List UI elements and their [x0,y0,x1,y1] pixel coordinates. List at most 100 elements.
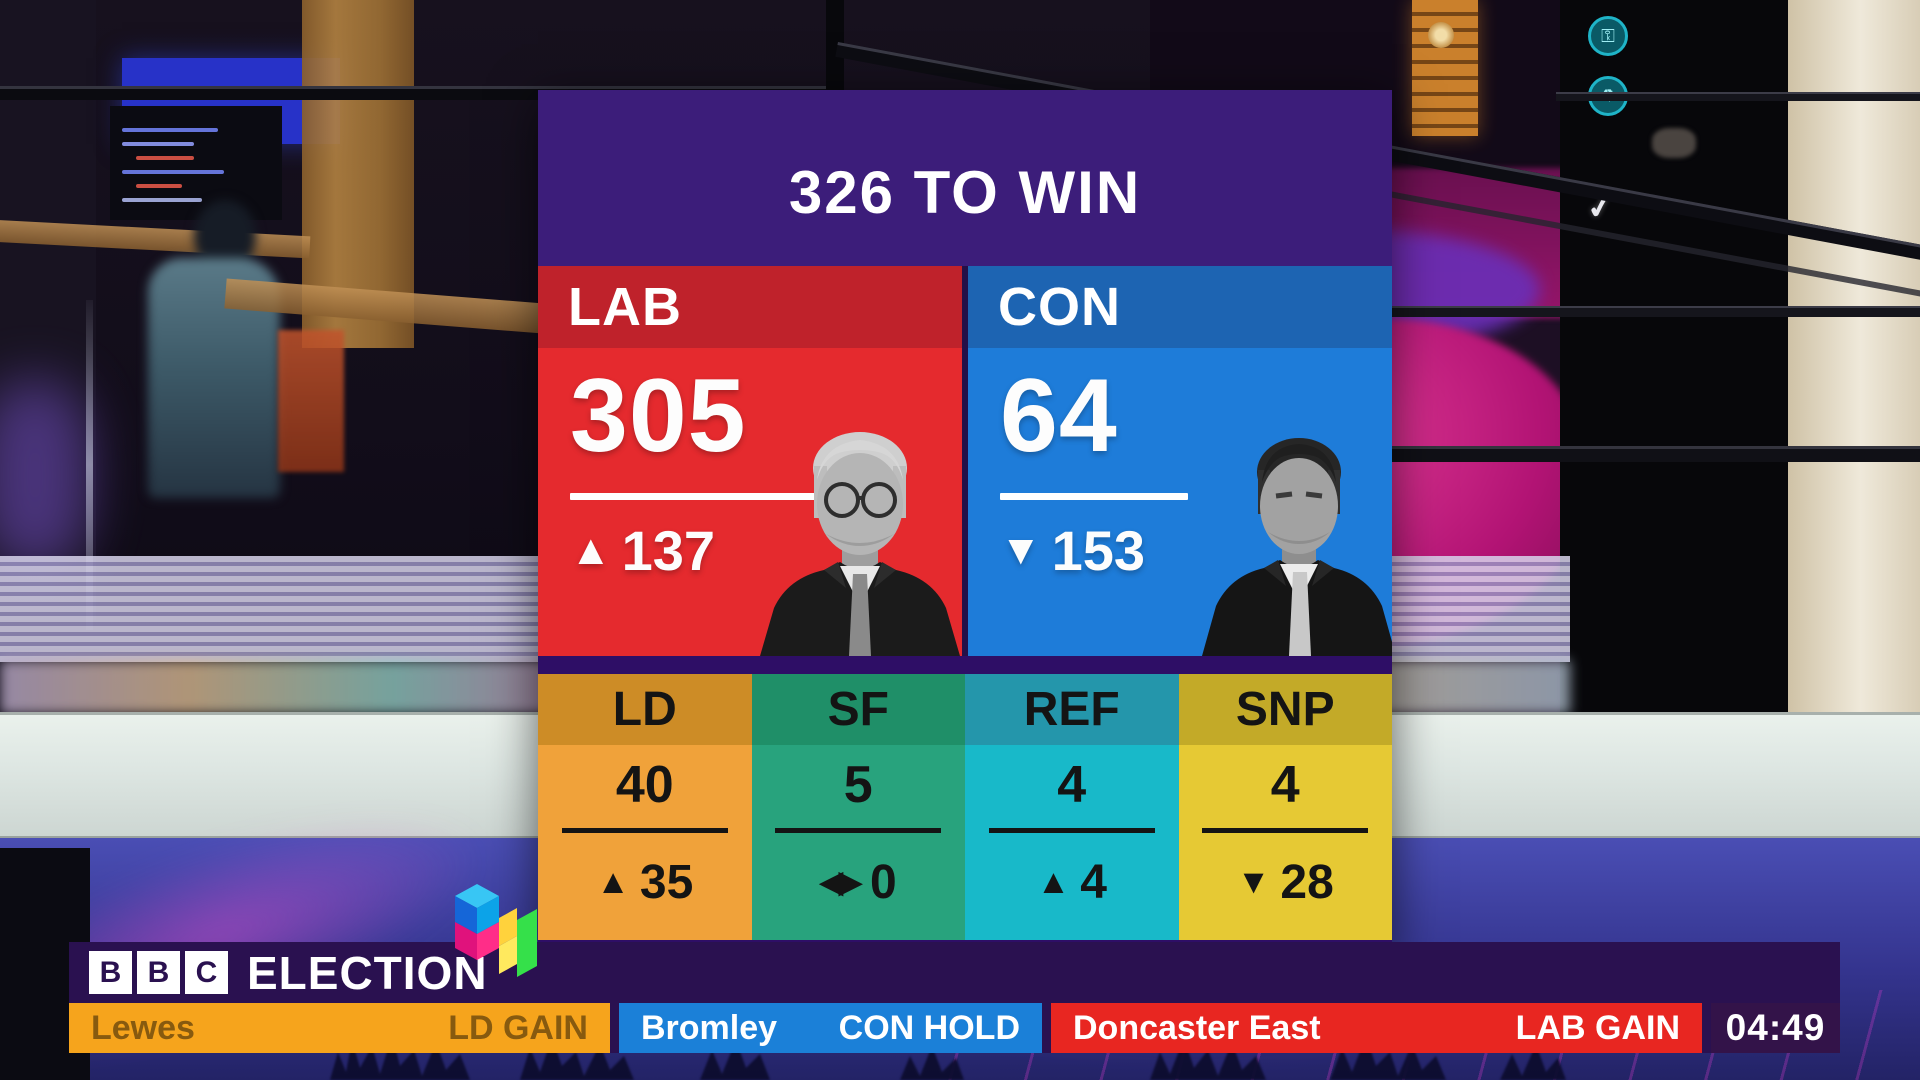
sinnfein-seat-count: 5 [843,756,873,814]
libdem-seat-count: 40 [615,756,674,814]
sinnfein-no-change-icon: ◀▶ [819,866,862,900]
rishi-sunak-photo [1202,438,1392,656]
reform-code-label: REF [1023,683,1120,736]
result-strips-row: Lewes LD GAIN Bromley CON HOLD Doncaster… [69,1003,1840,1053]
labour-seat-change: ▲ 137 [570,518,962,583]
snp-seat-change: ▼ 28 [1237,855,1334,910]
libdem-seat-change: ▲ 35 [596,855,693,910]
glass-mullion [826,0,844,92]
code-text-line [122,128,218,132]
keir-starmer-photo [760,432,960,656]
labour-panel: LAB [538,266,962,656]
libdem-up-arrow-icon: ▲ [596,863,630,902]
reform-change-value: 4 [1080,856,1107,910]
sinnfein-header: SF [751,674,965,745]
snp-header: SNP [1178,674,1392,745]
bbc-election-brand: B B C ELECTION [69,942,488,1003]
sinnfein-change-value: 0 [869,856,897,910]
reform-header: REF [965,674,1179,745]
studio-camera [1652,128,1696,158]
big-ben-clock-face [1428,22,1454,48]
sinnfein-divider-line [775,828,942,834]
panel-gap-strip [538,656,1392,674]
balcony-rail [1392,446,1920,462]
conservative-header: CON [968,266,1392,348]
labour-code-label: LAB [568,277,682,337]
strip-gap [610,1003,619,1053]
seats-to-win-banner: 326 TO WIN [538,90,1392,266]
studio-dark-panel [1560,0,1790,748]
code-text-line [136,184,182,188]
conservative-body: 64 ▼ 153 [968,348,1392,656]
code-text-line [122,170,224,174]
balcony-rail [1392,306,1920,317]
snp-change-value: 28 [1280,856,1334,910]
clock-time: 04:49 [1725,1007,1826,1048]
presenter-silhouette [142,200,287,498]
result-outcome: LD GAIN [448,1008,588,1047]
sinnfein-seat-change: ◀▶ 0 [820,855,897,910]
round-badge-icon: ⚿ [1588,16,1628,56]
libdem-change-value: 35 [639,856,694,910]
snp-divider-line [1202,828,1369,834]
labour-up-arrow-icon: ▲ [570,526,612,574]
orange-poster [278,330,344,472]
background-code-monitor [110,106,282,220]
snp-body: 4 ▼ 28 [1178,745,1392,940]
panel-divider [962,266,968,656]
reform-up-arrow-icon: ▲ [1036,863,1071,902]
constituency-name: Doncaster East [1073,1008,1321,1047]
labour-body: 305 ▲ 137 [538,348,962,656]
broadcast-clock: 04:49 [1711,1003,1840,1053]
election-cube-logo-icon [455,884,537,977]
result-outcome: LAB GAIN [1515,1008,1680,1047]
labour-seat-count: 305 [570,358,747,474]
result-strip-lab-gain: Doncaster East LAB GAIN [1051,1003,1702,1053]
balcony-rail [1556,92,1920,101]
election-wordmark: ELECTION [247,946,488,999]
sinnfein-body: 5 ◀▶ 0 [751,745,965,940]
conservative-down-arrow-icon: ▼ [1000,526,1042,574]
snp-down-arrow-icon: ▼ [1236,863,1271,902]
conservative-code-label: CON [998,277,1121,337]
libdem-header: LD [538,674,752,745]
labour-divider-line [570,492,838,500]
reform-seat-change: ▲ 4 [1037,855,1107,910]
code-text-line [122,198,202,202]
westminster-skyline-silhouette [330,1036,1566,1080]
conservative-divider-line [1000,492,1188,500]
libdem-code-label: LD [612,683,677,736]
conservative-panel: CON [968,266,1392,656]
election-scoreboard: 326 TO WIN LAB [538,90,1392,952]
conservative-change-value: 153 [1051,518,1146,582]
result-strip-ld-gain: Lewes LD GAIN [69,1003,610,1053]
purple-light-glow [0,380,90,570]
snp-code-label: SNP [1235,683,1335,736]
conservative-seat-count: 64 [1000,358,1118,474]
bbc-logo-block: B [137,951,180,994]
code-text-line [122,142,194,146]
code-text-line [136,156,194,160]
result-outcome: CON HOLD [838,1008,1020,1047]
minor-parties-header-row: LD SF REF SNP [538,674,1392,745]
minor-parties-body-row: 40 ▲ 35 5 ◀▶ 0 4 ▲ 4 [538,745,1392,940]
reform-divider-line [988,828,1155,834]
reform-seat-count: 4 [1057,756,1087,814]
seats-to-win-label: 326 TO WIN [788,158,1142,226]
result-strip-con-hold: Bromley CON HOLD [619,1003,1042,1053]
labour-change-value: 137 [621,518,716,582]
conservative-seat-change: ▼ 153 [1000,518,1392,583]
results-ticker: B B C ELECTION Lewes LD GAIN Bromley CON… [69,884,1840,1053]
libdem-body: 40 ▲ 35 [538,745,752,940]
strip-gap [1702,1003,1711,1053]
big-ben-screen [1412,0,1478,136]
strip-gap [1042,1003,1051,1053]
bright-side-panel [1788,0,1920,748]
snp-seat-count: 4 [1270,756,1300,814]
bbc-logo-block: B [89,951,132,994]
reform-body: 4 ▲ 4 [965,745,1179,940]
main-parties-row: LAB [538,266,1392,656]
bbc-logo-block: C [185,951,228,994]
libdem-divider-line [561,828,728,834]
